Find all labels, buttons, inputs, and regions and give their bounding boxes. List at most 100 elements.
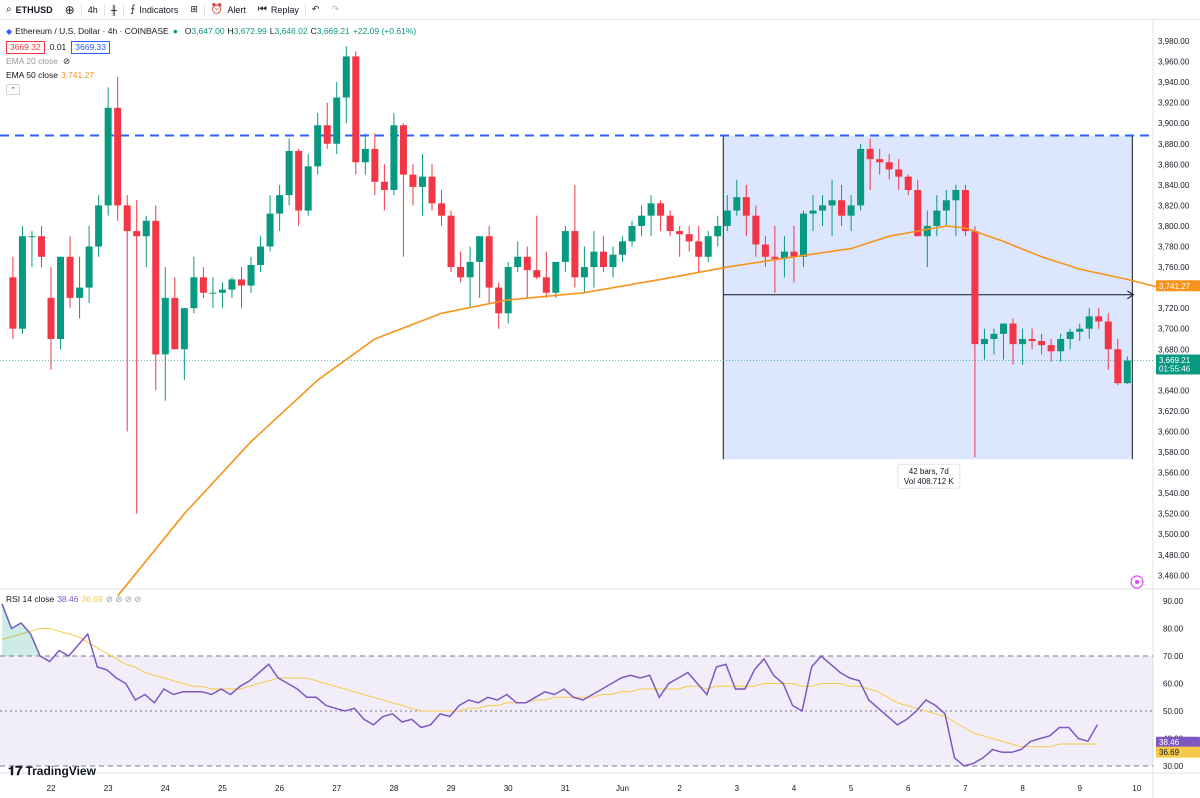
undo-button[interactable]: ↶: [306, 0, 326, 19]
replay-button[interactable]: ⏮ Replay: [252, 0, 305, 19]
measure-bars-label: 42 bars, 7d: [909, 467, 949, 476]
price-tick-label: 3,840.00: [1158, 181, 1190, 190]
candle-body: [247, 264, 255, 286]
candle-body: [847, 205, 855, 216]
time-tick-label: 22: [47, 784, 56, 793]
price-tick-label: 3,520.00: [1158, 510, 1190, 519]
rsi-legend[interactable]: RSI 14 close 38.46 36.69 ⊘ ⊘ ⊘ ⊘: [6, 594, 141, 605]
candle-body: [409, 174, 417, 187]
candle-body: [504, 267, 512, 314]
sell-button[interactable]: 3669.32: [6, 40, 45, 54]
high-key: H: [227, 26, 234, 36]
time-tick-label: Jun: [616, 784, 629, 793]
candle-body: [552, 261, 560, 293]
price-tick-label: 3,880.00: [1158, 140, 1190, 149]
candle-body: [695, 241, 703, 257]
tradingview-logo[interactable]: 𝟏𝟕 TradingView: [8, 763, 96, 779]
candle-body: [209, 292, 217, 294]
price-tick-label: 3,960.00: [1158, 58, 1190, 67]
chart-canvas[interactable]: 3,980.00 3,960.00 3,940.00 3,920.00 3,900.00…: [0, 20, 1200, 798]
candle-body: [933, 210, 941, 226]
candle-body: [47, 297, 55, 339]
price-tick-label: 3,680.00: [1158, 345, 1190, 354]
candle-body: [1000, 323, 1007, 334]
collapse-legend-button[interactable]: ⌃: [6, 84, 20, 95]
candle-body: [828, 200, 836, 206]
candle-body: [666, 215, 674, 232]
compare-button[interactable]: ⊕: [59, 0, 81, 19]
candle-body: [895, 169, 903, 177]
candle-body: [57, 256, 65, 339]
candle-body: [866, 148, 874, 160]
candle-body: [18, 236, 26, 329]
price-tick-label: 3,500.00: [1158, 530, 1190, 539]
price-tick-label: 3,480.00: [1158, 551, 1190, 560]
candle-body: [295, 150, 303, 211]
chart-type-button[interactable]: ╫: [105, 0, 123, 19]
candle-body: [742, 197, 750, 216]
candle-body: [1038, 341, 1046, 346]
ema20-legend[interactable]: EMA 20 close ⊘: [6, 54, 416, 68]
candle-body: [1114, 349, 1122, 384]
alert-button[interactable]: ⏰ Alert: [205, 0, 252, 19]
divider: [123, 3, 125, 16]
candle-body: [819, 205, 827, 211]
candle-body: [142, 220, 150, 237]
indicators-button[interactable]: ⨍ Indicators: [124, 0, 184, 19]
live-dot-icon: ●: [172, 26, 178, 36]
time-tick-label: 31: [561, 784, 570, 793]
candle-body: [447, 215, 455, 268]
interval-button[interactable]: 4h: [82, 0, 104, 19]
candle-body: [9, 277, 17, 329]
time-tick-label: 25: [218, 784, 227, 793]
candle-body: [457, 267, 465, 278]
candles-icon: ╫: [110, 4, 118, 15]
ema50-legend[interactable]: EMA 50 close 3,741.27: [6, 68, 416, 82]
measure-vol-label: Vol 408.712 K: [904, 477, 954, 486]
search-icon: ⌕: [6, 4, 12, 15]
time-tick-label: 9: [1077, 784, 1082, 793]
buy-button[interactable]: 3669.33: [71, 40, 111, 54]
candle-body: [476, 236, 484, 262]
candle-body: [799, 213, 807, 257]
candle-body: [628, 225, 636, 242]
candle-body: [876, 159, 884, 163]
candle-body: [161, 297, 169, 355]
top-toolbar: ⌕ ETHUSD ⊕ 4h ╫ ⨍ Indicators ⊞ ⏰ Alert ⏮…: [0, 0, 1200, 20]
candle-body: [123, 205, 131, 232]
candle-body: [266, 213, 274, 247]
ema50-line: [117, 225, 1157, 597]
redo-button[interactable]: ↷: [325, 0, 345, 19]
candle-body: [771, 256, 779, 259]
hidden-icon[interactable]: ⊘ ⊘ ⊘ ⊘: [105, 594, 142, 604]
ema50-value: 3,741.27: [60, 70, 95, 80]
candle-body: [37, 236, 45, 257]
candle-body: [752, 215, 760, 245]
candle-body: [809, 210, 817, 214]
measure-arrow-head: [1127, 290, 1135, 300]
layouts-button[interactable]: ⊞: [184, 0, 204, 19]
measure-label-box: [897, 463, 961, 489]
candle-body: [418, 176, 426, 187]
settings-gear-icon: [1130, 575, 1144, 589]
symbol-label: ETHUSD: [15, 4, 53, 15]
candle-body: [380, 181, 388, 190]
rsi-ma-line: [1, 628, 1098, 748]
rsi-value-tag: 38.46: [1159, 738, 1180, 747]
candle-body: [723, 210, 731, 226]
candle-body: [1047, 345, 1055, 352]
candle-body: [218, 289, 226, 293]
candle-body: [1057, 338, 1065, 352]
eye-hidden-icon[interactable]: ⊘: [62, 55, 71, 66]
price-tick-label: 3,820.00: [1158, 201, 1190, 210]
candle-body: [85, 246, 93, 288]
price-tick-label: 3,780.00: [1158, 243, 1190, 252]
candle-body: [647, 203, 655, 216]
rsi-tick-label: 30.00: [1163, 762, 1184, 771]
candle-body: [561, 231, 569, 262]
rsi-ma-value: 36.69: [81, 594, 103, 604]
price-tick-label: 3,700.00: [1158, 325, 1190, 334]
candle-body: [361, 148, 369, 163]
candle-body: [352, 56, 360, 163]
symbol-search[interactable]: ⌕ ETHUSD: [0, 0, 59, 19]
